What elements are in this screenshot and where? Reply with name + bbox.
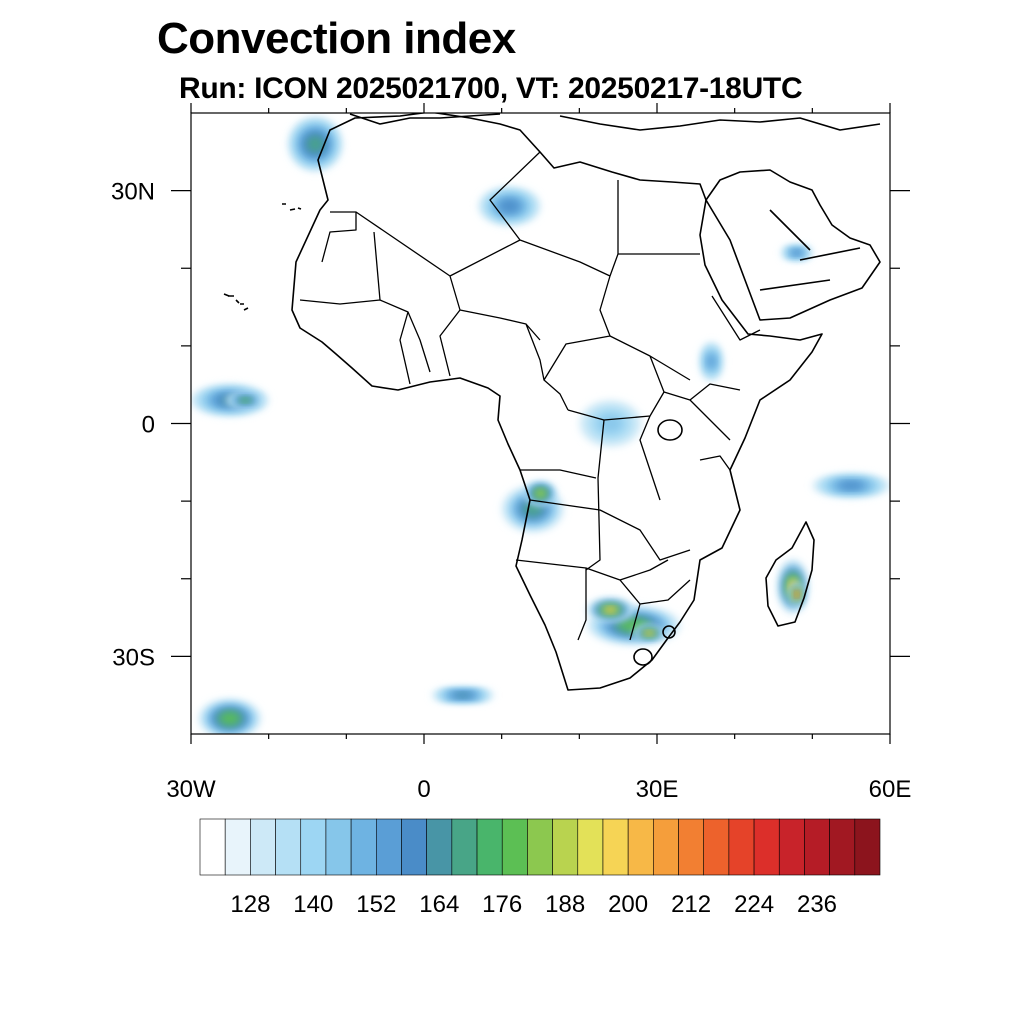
colorbar-swatch <box>778 818 805 876</box>
lake-victoria <box>657 419 683 441</box>
convection-field <box>191 116 890 734</box>
canary-islands <box>228 203 302 305</box>
arabia-borders <box>759 209 861 291</box>
convection-cell <box>699 342 724 381</box>
lesotho-border <box>633 648 653 666</box>
colorbar-swatch <box>275 818 302 876</box>
colorbar-swatch <box>854 818 881 876</box>
colorbar-swatch <box>451 818 478 876</box>
colorbar-swatch <box>627 818 654 876</box>
map-title: Convection index <box>157 14 516 63</box>
cape-verde <box>223 293 249 311</box>
colorbar-label: 140 <box>293 891 333 918</box>
colorbar-swatch <box>552 818 579 876</box>
axis-ticks <box>171 103 910 744</box>
colorbar-label: 128 <box>230 891 270 918</box>
colorbar-label: 224 <box>734 891 774 918</box>
colorbar-swatch <box>426 818 453 876</box>
africa-coastline <box>291 113 823 691</box>
x-tick-label: 30W <box>166 776 216 803</box>
y-tick-label: 0 <box>142 412 155 439</box>
colorbar-swatch <box>300 818 327 876</box>
colorbar-swatch <box>804 818 830 876</box>
colorbar-swatch <box>325 818 352 876</box>
colorbar-swatch <box>350 818 377 876</box>
colorbar-label: 236 <box>797 891 837 918</box>
madagascar-coastline <box>765 521 815 627</box>
map-subtitle: Run: ICON 2025021700, VT: 20250217-18UTC <box>179 72 803 105</box>
colorbar-label: 200 <box>608 891 648 918</box>
colorbar-swatch <box>703 818 730 876</box>
colorbar-swatch <box>829 818 856 876</box>
eswatini-border <box>662 625 676 639</box>
colorbar-label: 188 <box>545 891 585 918</box>
convection-cell <box>633 625 665 641</box>
convection-cell <box>288 116 343 172</box>
colorbar-label: 212 <box>671 891 711 918</box>
convection-cell <box>789 582 805 606</box>
colorbar-swatch <box>527 818 553 876</box>
colorbar-swatch <box>678 818 705 876</box>
colorbar-swatch <box>199 818 226 876</box>
convection-cell <box>781 244 813 261</box>
colorbar-swatch <box>577 818 604 876</box>
colorbar-swatch <box>476 818 503 876</box>
convection-cell <box>478 186 541 226</box>
colorbar-swatch <box>753 818 780 876</box>
y-tick-label: 30N <box>111 179 155 206</box>
colorbar-swatch <box>375 818 402 876</box>
convection-cell <box>587 598 634 622</box>
convection-cell <box>431 687 494 703</box>
colorbar: 128 140 152 164 176 188 200 212 224 236 <box>199 818 881 918</box>
x-tick-label: 60E <box>869 776 912 803</box>
convection-cell <box>812 474 890 498</box>
arabia-coastline <box>705 169 881 321</box>
colorbar-label: 152 <box>356 891 396 918</box>
colorbar-label: 164 <box>419 891 459 918</box>
colorbar-swatch <box>250 818 276 876</box>
europe-coastline <box>349 113 881 131</box>
convection-cell <box>579 400 642 447</box>
coastlines <box>223 113 881 691</box>
convection-cell <box>198 699 261 734</box>
axis-tick-labels: 30W 0 30E 60E 30N 0 30S <box>111 179 911 803</box>
colorbar-swatch <box>602 818 629 876</box>
colorbar-swatch <box>401 818 427 876</box>
colorbar-swatch <box>224 818 251 876</box>
colorbar-label: 176 <box>482 891 522 918</box>
convection-cell <box>525 481 556 505</box>
country-borders <box>299 151 761 641</box>
x-tick-label: 30E <box>636 776 679 803</box>
colorbar-swatch <box>653 818 679 876</box>
colorbar-swatch <box>501 818 528 876</box>
colorbar-swatch <box>728 818 755 876</box>
y-tick-label: 30S <box>112 644 155 671</box>
convection-cell <box>225 392 265 409</box>
x-tick-label: 0 <box>417 776 430 803</box>
